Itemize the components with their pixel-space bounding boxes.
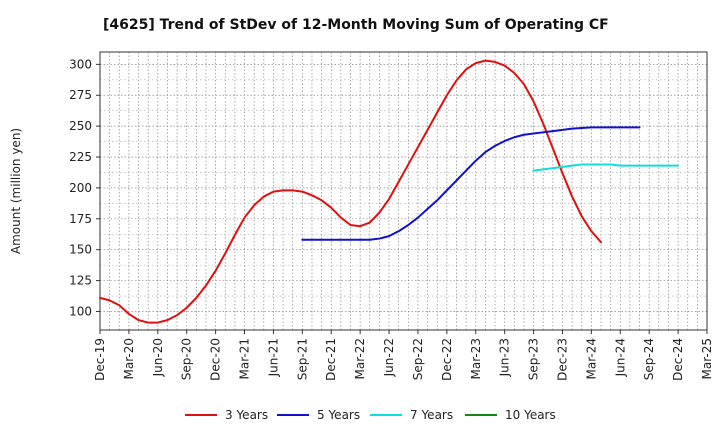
x-ticks: Dec-19 Mar-20 Jun-20 Sep-20 Dec-20 Mar-21 Jun-… — [93, 330, 714, 381]
x-tick-label: Mar-25 — [700, 338, 714, 379]
y-ticks: 100 125 150 175 200 225 250 275 300 — [69, 57, 100, 318]
x-tick-label: Dec-24 — [671, 338, 685, 381]
legend-label: 7 Years — [410, 408, 453, 422]
x-tick-label: Dec-22 — [440, 338, 454, 381]
x-tick-label: Mar-20 — [122, 338, 136, 379]
x-tick-label: Dec-21 — [324, 338, 338, 381]
series-line-7-years — [532, 163, 680, 172]
x-tick-label: Mar-24 — [584, 338, 598, 379]
legend-label: 5 Years — [317, 408, 360, 422]
y-tick-label: 125 — [69, 274, 92, 288]
y-tick-label: 250 — [69, 119, 92, 133]
y-tick-label: 275 — [69, 88, 92, 102]
x-tick-label: Jun-20 — [151, 338, 165, 377]
y-tick-label: 175 — [69, 212, 92, 226]
chart-title: [4625] Trend of StDev of 12-Month Moving… — [103, 17, 609, 33]
x-tick-label: Sep-22 — [411, 338, 425, 380]
x-tick-label: Jun-23 — [498, 338, 512, 377]
y-tick-label: 100 — [69, 304, 92, 318]
x-tick-label: Sep-20 — [180, 338, 194, 380]
x-tick-label: Dec-19 — [93, 338, 107, 381]
x-tick-label: Mar-23 — [469, 338, 483, 379]
series-line-3-years — [99, 59, 603, 324]
y-axis-label: Amount (million yen) — [9, 128, 23, 254]
x-tick-label: Dec-23 — [555, 338, 569, 381]
plot-background — [100, 52, 707, 330]
legend-label: 3 Years — [225, 408, 268, 422]
legend-label: 10 Years — [505, 408, 556, 422]
y-tick-label: 200 — [69, 181, 92, 195]
y-tick-label: 225 — [69, 150, 92, 164]
legend: 3 Years 5 Years 7 Years 10 Years — [185, 408, 556, 422]
x-tick-label: Mar-21 — [238, 338, 252, 379]
x-tick-label: Jun-21 — [266, 338, 280, 377]
series-line-5-years — [301, 126, 641, 241]
x-tick-label: Dec-20 — [209, 338, 223, 381]
y-tick-label: 300 — [69, 57, 92, 71]
x-tick-label: Sep-24 — [642, 338, 656, 380]
y-tick-label: 150 — [69, 243, 92, 257]
plot-area — [99, 51, 708, 331]
plot-frame — [99, 51, 708, 331]
x-tick-label: Jun-24 — [613, 338, 627, 377]
x-tick-label: Jun-22 — [382, 338, 396, 377]
x-tick-label: Sep-23 — [527, 338, 541, 380]
x-tick-label: Mar-22 — [353, 338, 367, 379]
x-tick-label: Sep-21 — [295, 338, 309, 380]
